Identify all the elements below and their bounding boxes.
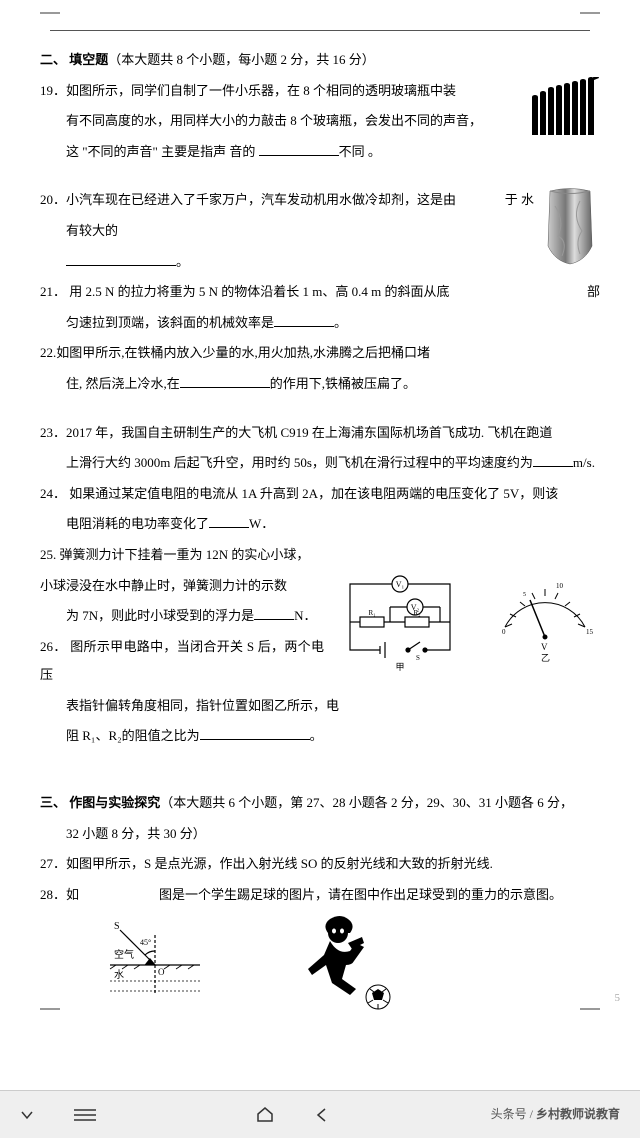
svg-text:V₁: V₁ bbox=[396, 580, 405, 589]
q21-l1: 用 2.5 N 的拉力将重为 5 N 的物体沿着长 1 m、高 0.4 m 的斜… bbox=[66, 284, 450, 299]
svg-text:水: 水 bbox=[114, 969, 124, 981]
fig-bottles bbox=[530, 77, 600, 137]
q25-l2: 小球浸没在水中静止时，弹簧测力计的示数 bbox=[40, 578, 287, 593]
q20-blank bbox=[66, 252, 176, 266]
q20-l1b: 于 水 bbox=[505, 186, 534, 215]
q23-l2b: m/s. bbox=[573, 455, 595, 470]
q22-l1: 如图甲所示,在铁桶内放入少量的水,用火加热,水沸腾之后把桶口堵 bbox=[56, 345, 430, 360]
q25-l1: 弹簧测力计下挂着一重为 12N 的实心小球， bbox=[56, 547, 309, 562]
q27-text: 如图甲所示，S 是点光源，作出入射光线 SO 的反射光线和大致的折射光线. bbox=[66, 856, 493, 871]
footer-credit: 头条号 / 乡村教师说教育 bbox=[491, 1101, 620, 1127]
svg-text:10: 10 bbox=[556, 582, 564, 590]
q24-num: 24． bbox=[40, 486, 66, 501]
q25-num: 25. bbox=[40, 547, 56, 562]
q27-num: 27． bbox=[40, 856, 66, 871]
q24-l1: 如果通过某定值电阻的电流从 1A 升高到 2A，加在该电阻两端的电压变化了 5V… bbox=[66, 486, 558, 501]
q22-l2b: 的作用下,铁桶被压扁了。 bbox=[270, 376, 416, 391]
fig-can bbox=[540, 186, 600, 266]
q20-l3: 。 bbox=[176, 254, 189, 269]
q26-l1: 图所示甲电路中，当闭合开关 S 后，两个电压 bbox=[40, 639, 324, 683]
q25-l3b: N． bbox=[294, 608, 316, 623]
q22-num: 22. bbox=[40, 345, 56, 360]
q21-l2b: 。 bbox=[334, 315, 347, 330]
section3-title: 三、 作图与实验探究 bbox=[40, 795, 160, 810]
svg-text:0: 0 bbox=[502, 628, 506, 636]
fig-refraction: S 45° 空气 水 O bbox=[100, 915, 210, 1005]
svg-text:15: 15 bbox=[586, 628, 594, 636]
svg-text:R₂: R₂ bbox=[413, 609, 421, 617]
q20-num: 20． bbox=[40, 192, 66, 207]
q20-l2: 有较大的 bbox=[66, 223, 118, 238]
q23-l2a: 上滑行大约 3000m 后起飞升空，用时约 50s，则飞机在滑行过程中的平均速度… bbox=[66, 455, 533, 470]
q23-num: 23． bbox=[40, 425, 66, 440]
fig-football bbox=[290, 915, 400, 1015]
q28-t1: 如 bbox=[66, 887, 79, 902]
menu-icon[interactable] bbox=[74, 1108, 96, 1122]
svg-text:甲: 甲 bbox=[395, 662, 404, 672]
q23-blank bbox=[533, 453, 573, 467]
q26-num: 26． bbox=[40, 639, 67, 654]
section3-sub: （本大题共 6 个小题，第 27、28 小题各 2 分，29、30、31 小题各… bbox=[160, 795, 573, 810]
q26-blank bbox=[200, 726, 310, 740]
q24-blank bbox=[209, 514, 249, 528]
chevron-down-icon[interactable] bbox=[20, 1108, 34, 1122]
section3-sub2: 32 小题 8 分，共 30 分） bbox=[66, 826, 206, 841]
q19-l1: 如图所示，同学们自制了一件小乐器，在 8 个相同的透明玻璃瓶中装 bbox=[66, 83, 456, 98]
q19-l3a: 这 "不同的声音" 主要是指声 音的 bbox=[66, 144, 255, 159]
svg-text:V: V bbox=[541, 642, 548, 652]
q19-blank bbox=[259, 142, 339, 156]
q21-blank bbox=[274, 313, 334, 327]
svg-text:45°: 45° bbox=[140, 938, 151, 947]
q20-l1: 小汽车现在已经进入了千家万户，汽车发动机用水做冷却剂，这是由 bbox=[66, 192, 456, 207]
q26-l2: 表指针偏转角度相同，指针位置如图乙所示，电 bbox=[66, 698, 339, 713]
q26-l3b: 。 bbox=[310, 728, 323, 743]
home-icon[interactable] bbox=[256, 1107, 274, 1123]
svg-text:O: O bbox=[158, 967, 165, 977]
back-icon[interactable] bbox=[314, 1107, 330, 1123]
q21-num: 21． bbox=[40, 284, 66, 299]
q22-blank bbox=[180, 374, 270, 388]
q26-l3a: 阻 R₁、R₂的阻值之比为 bbox=[66, 728, 200, 743]
q28-t2: 图是一个学生踢足球的图片，请在图中作出足球受到的重力的示意图。 bbox=[159, 887, 562, 902]
section2-title: 二、 填空题 bbox=[40, 52, 108, 67]
q21-l2a: 匀速拉到顶端，该斜面的机械效率是 bbox=[66, 315, 274, 330]
q23-l1: 2017 年，我国自主研制生产的大飞机 C919 在上海浦东国际机场首飞成功. … bbox=[66, 425, 552, 440]
svg-text:空气: 空气 bbox=[114, 948, 134, 961]
page-number: 5 bbox=[615, 986, 621, 1010]
q25-blank bbox=[254, 606, 294, 620]
q19-l3b: 不同 。 bbox=[339, 144, 381, 159]
q28-num: 28． bbox=[40, 887, 66, 902]
svg-text:S: S bbox=[416, 654, 420, 662]
svg-text:R₁: R₁ bbox=[368, 609, 375, 617]
q19-l2: 有不同高度的水，用同样大小的力敲击 8 个玻璃瓶，会发出不同的声音， bbox=[66, 113, 482, 128]
fig-circuit-meter: V₁ V₂ R₁ R₂ S 甲 bbox=[330, 572, 600, 672]
q24-l2a: 电阻消耗的电功率变化了 bbox=[66, 516, 209, 531]
svg-text:S: S bbox=[114, 921, 120, 932]
q22-l2a: 住, 然后浇上冷水,在 bbox=[66, 376, 180, 391]
bottom-bar: 头条号 / 乡村教师说教育 bbox=[0, 1090, 640, 1138]
svg-text:乙: 乙 bbox=[541, 653, 550, 662]
q19-num: 19． bbox=[40, 83, 66, 98]
q24-l2b: W． bbox=[249, 516, 274, 531]
svg-text:5: 5 bbox=[523, 592, 526, 598]
q25-l3a: 为 7N，则此时小球受到的浮力是 bbox=[66, 608, 254, 623]
q21-l1b: 部 bbox=[587, 278, 600, 307]
section2-subtitle: （本大题共 8 个小题，每小题 2 分，共 16 分） bbox=[108, 52, 375, 67]
